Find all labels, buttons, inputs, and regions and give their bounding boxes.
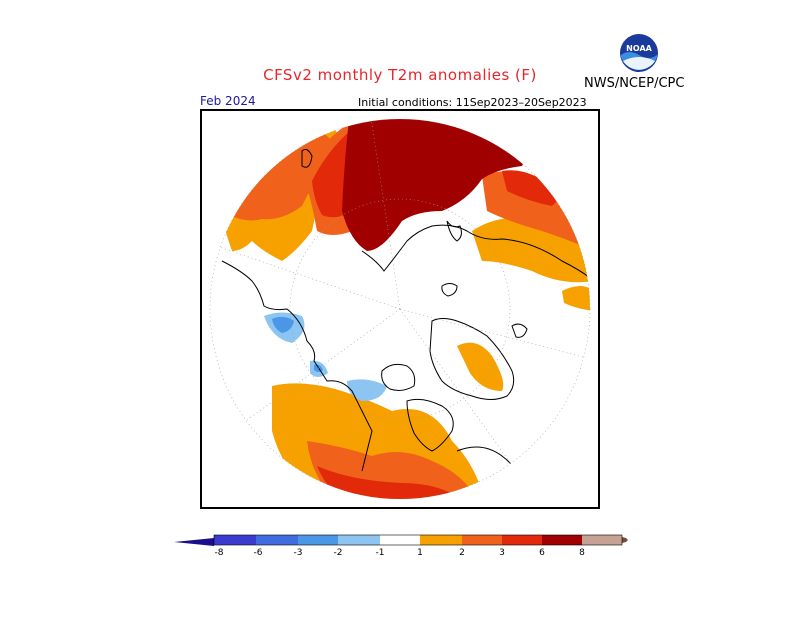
colorbar-tick-label: 8 <box>579 548 585 558</box>
agency-label: NWS/NCEP/CPC <box>584 76 685 91</box>
colorbar-segment <box>502 535 542 545</box>
noaa-logo: NOAA <box>620 34 658 72</box>
valid-month-label: Feb 2024 <box>200 94 256 108</box>
anomaly-positive-6-8 <box>342 119 532 251</box>
colorbar-segment <box>582 535 622 545</box>
colorbar-segment <box>542 535 582 545</box>
map-boundary-circle <box>209 118 591 500</box>
chart-title: CFSv2 monthly T2m anomalies (F) <box>263 66 537 84</box>
colorbar-tick-label: -2 <box>334 548 343 558</box>
colorbar-tick-label: -3 <box>294 548 303 558</box>
map-frame <box>200 109 600 509</box>
colorbar-tick-label: -8 <box>215 548 224 558</box>
initial-conditions-label: Initial conditions: 11Sep2023–20Sep2023 <box>358 96 587 109</box>
colorbar-segment <box>214 535 256 545</box>
colorbar-segment <box>256 535 298 545</box>
colorbar-tick-label: 3 <box>499 548 505 558</box>
colorbar-tick-label: 2 <box>459 548 465 558</box>
colorbar-tick-label: -6 <box>254 548 263 558</box>
colorbar-segment <box>338 535 380 545</box>
colorbar-segment <box>298 535 338 545</box>
colorbar-tick-label: 1 <box>417 548 423 558</box>
noaa-logo-text: NOAA <box>626 44 652 53</box>
colorbar-arrow-high-tip <box>622 537 628 543</box>
colorbar: -8 -6 -3 -2 -1 1 2 3 6 8 <box>174 534 628 558</box>
colorbar-segment <box>462 535 502 545</box>
colorbar-tick-label: -1 <box>376 548 385 558</box>
graticule <box>210 119 590 499</box>
colorbar-tick-label: 6 <box>539 548 545 558</box>
colorbar-outline <box>213 534 623 546</box>
colorbar-segment <box>420 535 462 545</box>
colorbar-arrow-low <box>174 538 214 546</box>
colorbar-segment <box>380 535 420 545</box>
polar-map <box>209 118 591 500</box>
